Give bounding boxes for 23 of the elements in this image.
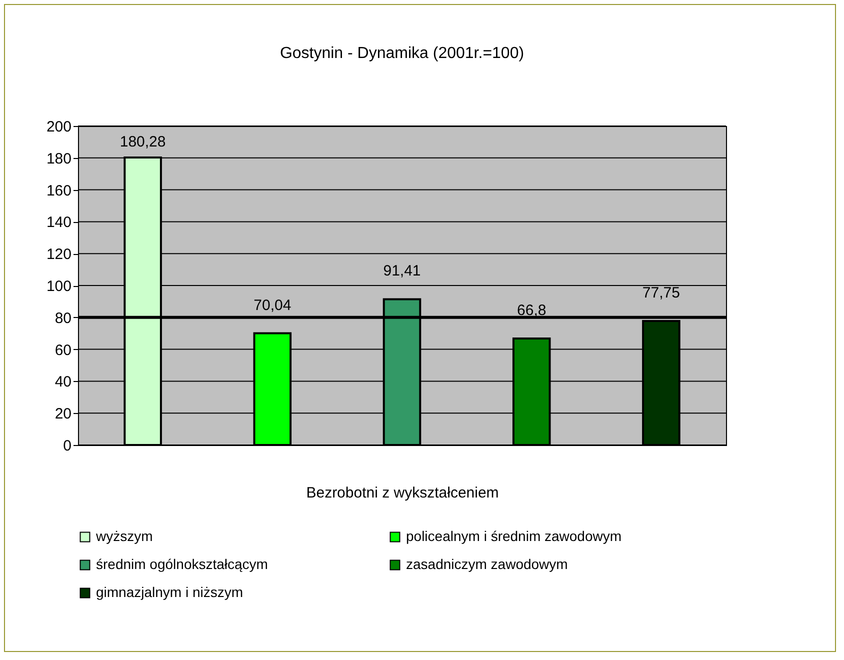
y-tick-label: 20: [54, 406, 72, 423]
data-label: 66,8: [517, 302, 546, 319]
y-tick-label: 160: [46, 182, 72, 200]
y-tick-label: 0: [63, 438, 72, 454]
y-tick-label: 120: [46, 246, 72, 264]
legend-label: zasadniczym zawodowym: [406, 556, 568, 572]
y-tick-label: 60: [54, 342, 72, 359]
data-label: 91,41: [383, 262, 421, 280]
legend-label: wyższym: [95, 528, 153, 544]
legend-label: gimnazjalnym i niższym: [96, 584, 244, 600]
y-tick-label: 180: [46, 150, 72, 168]
data-label: 77,75: [642, 284, 680, 302]
legend-label: policealnym i średnim zawodowym: [406, 528, 622, 544]
data-label: 180,28: [120, 133, 166, 150]
y-tick-label: 200: [46, 118, 72, 136]
legend-label: średnim ogólnokształcącym: [96, 556, 268, 572]
y-tick-label: 80: [54, 310, 72, 327]
y-tick-label: 40: [54, 374, 72, 391]
y-tick-label: 140: [46, 214, 72, 232]
x-axis-title: Bezrobotni z wykształceniem: [306, 484, 499, 502]
y-tick-label: 100: [46, 278, 72, 295]
data-label: 70,04: [254, 296, 292, 314]
chart-title: Gostynin - Dynamika (2001r.=100): [280, 45, 524, 62]
